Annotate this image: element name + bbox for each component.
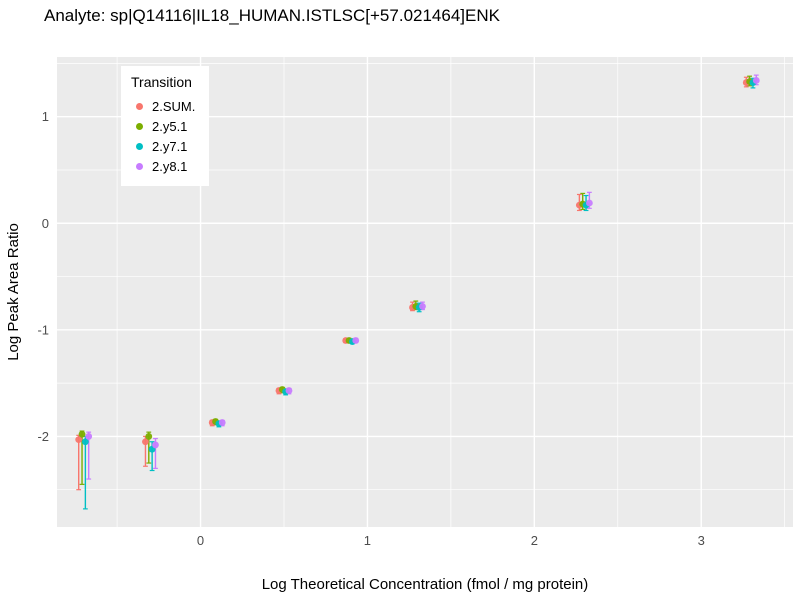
legend-key [131,102,148,110]
x-tick-label: 2 [531,533,538,548]
legend-key [131,122,148,130]
x-tick-label: 1 [364,533,371,548]
data-point [752,77,760,84]
y-axis-label: Log Peak Area Ratio [5,223,22,361]
data-point [585,199,593,207]
legend-item: 2.y7.1 [131,136,195,156]
legend-key-dot-icon [136,102,143,110]
data-point [75,436,83,444]
legend-items: 2.SUM. 2.y5.1 2.y7.1 2.y8.1 [131,96,195,176]
data-point [419,302,426,310]
x-tick-label: 0 [197,533,204,548]
x-axis-label: Log Theoretical Concentration (fmol / mg… [261,576,589,593]
legend-title: Transition [131,74,192,90]
data-point [152,441,159,449]
legend-item-label: 2.SUM. [152,98,196,114]
data-point [218,419,226,426]
data-point [285,387,293,394]
data-point [145,433,153,440]
legend-key [131,162,148,170]
legend-key-dot-icon [136,162,143,170]
legend-key-dot-icon [136,122,143,130]
chart-title: Analyte: sp|Q14116|IL18_HUMAN.ISTLSC[+57… [44,6,500,25]
legend-item: 2.y5.1 [131,116,195,136]
data-point [78,430,86,438]
x-tick-label: 3 [698,533,705,548]
data-point [142,438,149,446]
y-tick-label: -2 [37,429,49,444]
legend-item: 2.SUM. [131,96,195,116]
legend-item: 2.y8.1 [131,156,195,176]
data-point [81,438,89,446]
y-tick-label: -1 [37,322,49,337]
legend-key [131,142,148,150]
legend-item-label: 2.y7.1 [152,138,188,154]
y-tick-label: 0 [42,216,49,231]
legend-item-label: 2.y5.1 [152,118,188,134]
legend: Transition 2.SUM. 2.y5.1 2.y7.1 2.y8.1 [121,66,210,186]
data-point [85,433,93,440]
y-tick-label: 1 [42,109,49,124]
legend-key-dot-icon [136,142,143,150]
legend-item-label: 2.y8.1 [152,158,188,174]
data-point [352,337,360,344]
